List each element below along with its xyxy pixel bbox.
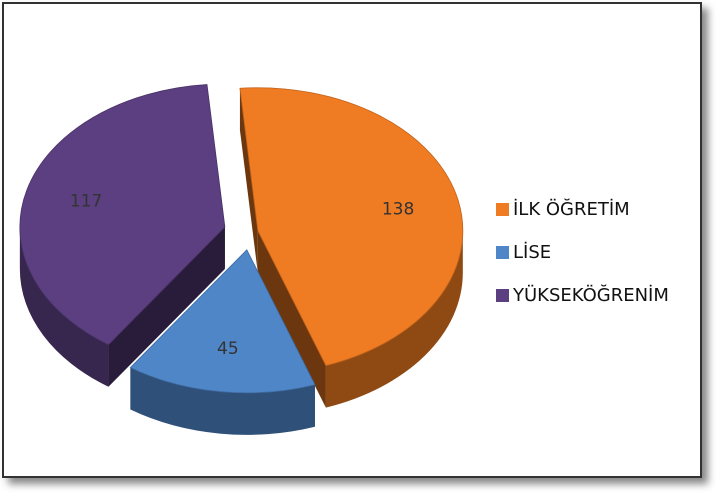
slice-cut-face [108, 227, 225, 387]
value-label: 138 [382, 200, 414, 220]
legend-label: İLK ÖĞRETİM [513, 198, 630, 220]
legend-label: LİSE [513, 242, 551, 263]
slice-cut-face [257, 230, 326, 408]
slice-side [19, 227, 109, 387]
legend-swatch [496, 246, 509, 259]
slice-cut-face [239, 88, 258, 273]
value-label: 117 [70, 191, 102, 211]
slice [129, 249, 316, 394]
legend-swatch [496, 289, 509, 302]
slice-side [325, 230, 463, 408]
legend-swatch [496, 203, 509, 216]
legend-label: YÜKSEKÖĞRENİM [512, 284, 669, 306]
slice [239, 87, 464, 367]
value-label: 45 [217, 339, 239, 359]
slice [19, 84, 226, 346]
